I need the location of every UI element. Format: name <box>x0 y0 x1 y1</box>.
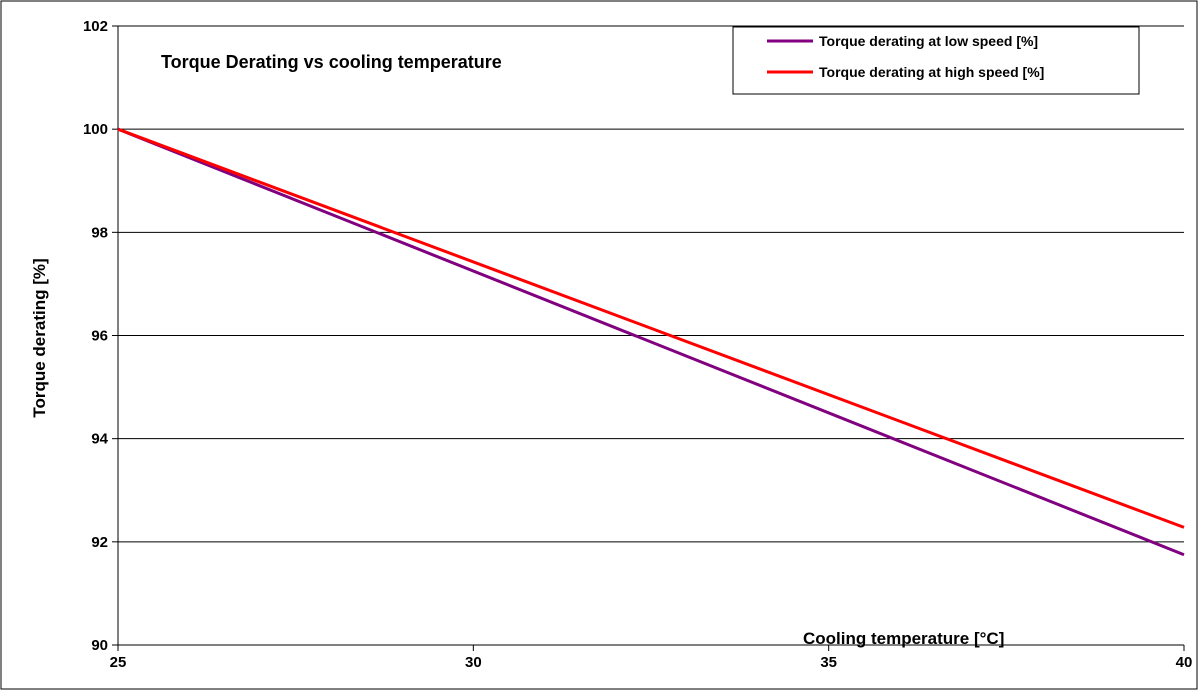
y-tick-label-1: 92 <box>91 534 108 551</box>
y-tick-label-0: 90 <box>91 637 108 654</box>
x-tick-label-0: 25 <box>110 654 127 671</box>
x-tick-label-2: 35 <box>820 654 837 671</box>
legend: Torque derating at low speed [%] Torque d… <box>733 27 1139 94</box>
legend-label-1: Torque derating at high speed [%] <box>819 64 1044 80</box>
y-tick-label-5: 100 <box>83 121 108 138</box>
x-tick-label-1: 30 <box>465 654 482 671</box>
x-tick-label-3: 40 <box>1176 654 1193 671</box>
legend-label-0: Torque derating at low speed [%] <box>819 33 1038 49</box>
chart-title: Torque Derating vs cooling temperature <box>161 52 502 72</box>
y-tick-label-3: 96 <box>91 328 108 345</box>
y-tick-label-6: 102 <box>83 18 108 35</box>
y-tick-label-2: 94 <box>91 431 108 448</box>
y-axis-label: Torque derating [%] <box>30 258 49 417</box>
x-axis-label: Cooling temperature [°C] <box>803 629 1004 648</box>
y-tick-label-4: 98 <box>91 224 108 241</box>
